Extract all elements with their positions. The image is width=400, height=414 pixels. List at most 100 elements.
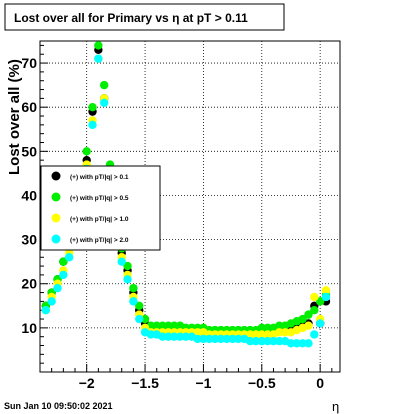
data-point — [181, 332, 191, 341]
data-point — [82, 147, 91, 156]
data-point — [245, 336, 255, 346]
x-tick-label: −1 — [195, 375, 211, 391]
data-point — [100, 80, 109, 90]
data-point — [315, 319, 325, 328]
y-tick-label: 20 — [21, 276, 37, 292]
data-point — [123, 275, 132, 284]
data-point — [275, 321, 284, 330]
data-point — [199, 334, 208, 344]
footer-timestamp: Sun Jan 10 09:50:02 2021 — [4, 401, 113, 411]
data-point — [321, 286, 331, 295]
data-point — [47, 297, 56, 306]
data-point — [59, 257, 68, 266]
data-point — [158, 332, 167, 341]
data-point — [170, 332, 179, 341]
y-tick-label: 70 — [21, 55, 37, 71]
y-tick-label: 50 — [21, 143, 37, 159]
data-point — [88, 103, 97, 112]
x-tick-labels: −2 −1.5 −1 −0.5 0 — [79, 375, 325, 391]
y-tick-label: 60 — [21, 99, 37, 115]
y-tick-label: 10 — [21, 320, 37, 336]
data-point — [94, 41, 103, 50]
legend-label: (+) with pT/|q| > 0.5 — [70, 195, 129, 202]
data-point — [140, 314, 150, 324]
data-point — [234, 334, 243, 344]
data-point — [146, 330, 156, 339]
data-point — [64, 253, 74, 262]
data-point — [164, 332, 173, 341]
data-point — [117, 257, 126, 266]
data-point — [286, 339, 296, 348]
data-point — [292, 339, 302, 348]
data-point — [257, 323, 266, 333]
data-point — [152, 321, 161, 330]
data-point — [210, 334, 220, 344]
data-point — [275, 336, 284, 346]
data-point — [170, 321, 179, 330]
data-point — [53, 283, 62, 293]
data-point — [315, 297, 325, 306]
data-point — [304, 310, 313, 319]
data-point — [129, 283, 138, 293]
data-point — [304, 321, 313, 330]
data-point — [310, 292, 319, 302]
data-point — [251, 336, 261, 346]
y-tick-labels: 10 20 30 40 50 60 70 — [21, 55, 37, 336]
legend-box — [40, 165, 161, 251]
legend-label: (+) with pT/|q| > 1.0 — [70, 216, 129, 223]
data-point — [257, 330, 266, 339]
data-point — [123, 261, 132, 271]
x-tick-label: 0 — [316, 375, 324, 391]
data-point — [304, 339, 313, 348]
y-tick-label: 40 — [21, 187, 37, 203]
data-point — [175, 332, 185, 341]
x-tick-label: −1.5 — [131, 375, 159, 391]
data-point — [280, 328, 290, 337]
data-point — [269, 336, 278, 346]
y-tick-label: 30 — [21, 232, 37, 248]
chart-title: Lost over all for Primary vs η at pT > 0… — [14, 11, 248, 25]
data-point — [88, 120, 97, 130]
data-point — [310, 306, 319, 315]
x-tick-label: −2 — [79, 375, 95, 391]
data-point — [193, 328, 202, 337]
data-point — [263, 330, 272, 339]
data-point — [298, 339, 307, 348]
data-point — [216, 334, 226, 344]
y-axis-label: Lost over all (%) — [6, 59, 23, 175]
data-point — [321, 292, 331, 302]
data-point — [41, 306, 51, 315]
data-point — [164, 321, 173, 330]
data-point — [193, 334, 202, 344]
data-point — [310, 330, 319, 339]
data-point — [135, 314, 144, 324]
data-point — [228, 334, 237, 344]
data-point — [100, 98, 109, 107]
legend-label: (+) with pT/|q| > 0.1 — [70, 174, 129, 181]
legend-label: (+) with pT/|q| > 2.0 — [70, 237, 129, 244]
data-point — [205, 334, 214, 344]
legend-marker — [51, 192, 61, 202]
data-point — [298, 314, 307, 324]
x-tick-label: −0.5 — [248, 375, 276, 391]
data-point — [263, 336, 272, 346]
data-point — [257, 336, 266, 346]
data-point — [251, 330, 261, 339]
legend-marker — [51, 213, 61, 223]
data-point — [59, 270, 68, 280]
data-point — [245, 330, 255, 339]
data-point — [94, 54, 103, 63]
data-point — [129, 297, 138, 306]
title-box — [4, 3, 285, 31]
legend: (+) with pT/|q| > 0.1 (+) with pT/|q| > 0… — [40, 165, 161, 251]
x-axis-label: η — [332, 399, 339, 414]
data-point — [158, 321, 167, 330]
data-points — [41, 41, 331, 348]
legend-marker — [51, 234, 61, 244]
data-point — [275, 328, 284, 337]
data-point — [222, 334, 231, 344]
data-point — [135, 301, 144, 310]
legend-marker — [51, 171, 61, 181]
data-point — [263, 323, 272, 333]
